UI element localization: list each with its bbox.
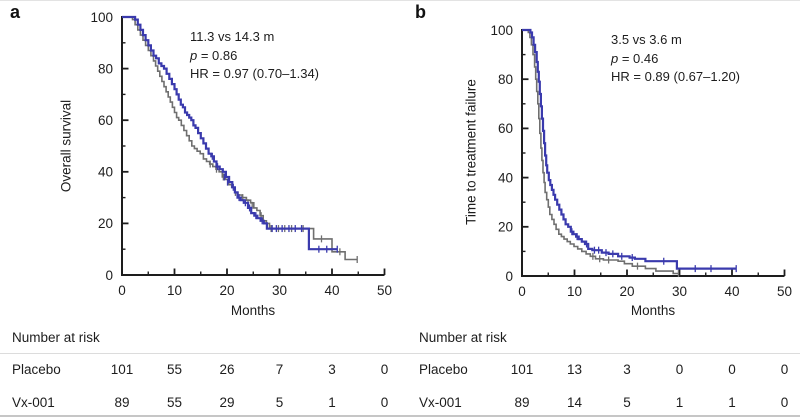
curve-vx-001 [122,15,338,251]
x-tick-label: 40 [324,283,339,298]
y-tick-label: 60 [498,121,513,136]
x-tick-label: 30 [272,283,287,298]
risk-value: 0 [728,362,736,377]
risk-value: 5 [623,395,631,410]
curve-placebo [122,16,358,261]
panel-a-hazard-ratio: HR = 0.97 (0.70–1.34) [190,66,319,81]
risk-value: 55 [166,395,183,410]
x-tick-label: 40 [724,284,739,299]
risk-value: 29 [219,395,235,410]
risk-value: 3 [623,362,631,377]
panel-b: b 0 10 20 30 40 50 0 20 40 60 80 100 Time to treatm… [400,0,800,420]
risk-value: 89 [114,395,130,410]
panel-b-p-symbol: p [611,50,619,66]
panel-b-risk-row-placebo: Placebo [419,362,468,377]
y-tick-label: 60 [98,113,113,128]
panel-a-ylabel: Overall survival [58,99,74,193]
risk-value: 1 [328,395,336,410]
panel-a: a 0 10 20 30 40 50 0 20 40 60 80 100 Overall surviv… [10,2,392,410]
x-tick-label: 50 [777,284,792,299]
panel-b-risk-heading: Number at risk [419,330,507,345]
curve-vx-001 [522,28,737,270]
panel-a-plot: 0 10 20 30 40 50 0 20 40 60 80 100 [90,10,392,298]
risk-value: 7 [275,362,284,377]
x-tick-label: 10 [567,284,582,299]
risk-value: 1 [675,395,684,410]
panel-a-annotation: 11.3 vs 14.3 m p = 0.86 HR = 0.97 (0.70–… [190,28,319,84]
y-tick-label: 0 [505,269,513,284]
risk-value: 101 [110,362,134,377]
risk-value: 0 [780,362,789,377]
risk-value: 1 [728,395,736,410]
risk-value: 14 [566,395,583,410]
x-tick-label: 20 [219,283,234,298]
panel-b-xlabel: Months [630,303,676,318]
y-tick-label: 100 [90,10,113,25]
risk-value: 26 [219,362,235,377]
risk-value: 13 [566,362,583,377]
panel-b-letter: b [415,2,426,22]
panel-a-letter: a [10,2,21,22]
panel-a-medians: 11.3 vs 14.3 m [190,29,275,44]
y-tick-label: 100 [490,23,513,38]
panel-b-risk-row-vx001: Vx-001 [419,395,462,410]
x-tick-label: 0 [118,283,126,298]
risk-value: 55 [166,362,183,377]
y-tick-label: 40 [98,165,113,180]
y-tick-label: 80 [498,72,513,87]
curve-placebo [522,29,679,275]
x-tick-label: 30 [672,284,687,299]
y-tick-label: 0 [105,268,113,283]
bottom-rule [0,415,800,417]
risk-value: 5 [275,395,284,410]
panel-b-hazard-ratio: HR = 0.89 (0.67–1.20) [611,69,740,84]
panel-b-plot: 0 10 20 30 40 50 0 20 40 60 80 100 [490,23,792,299]
panel-a-p-value: = 0.86 [197,47,238,63]
panel-a-risk-row-vx001: Vx-001 [12,395,55,410]
y-tick-label: 20 [498,220,513,235]
x-tick-label: 20 [619,284,634,299]
y-tick-label: 40 [498,170,513,185]
panel-a-p-symbol: p [190,47,198,63]
panel-a-xlabel: Months [230,303,276,318]
y-tick-label: 20 [98,216,113,231]
x-tick-label: 0 [518,284,526,299]
risk-value: 0 [380,362,389,377]
risk-value: 0 [675,362,684,377]
x-tick-label: 10 [167,283,182,298]
x-tick-label: 50 [377,283,392,298]
risk-value: 89 [514,395,530,410]
panel-b-p-value: = 0.46 [618,50,659,66]
risk-value: 0 [780,395,789,410]
risk-value: 3 [328,362,336,377]
y-tick-label: 80 [98,61,113,76]
panel-b-medians: 3.5 vs 3.6 m [611,32,682,47]
risk-value: 101 [510,362,534,377]
panel-a-risk-heading: Number at risk [12,330,100,345]
panel-b-annotation: 3.5 vs 3.6 m p = 0.46 HR = 0.89 (0.67–1.… [611,31,740,87]
risk-value: 0 [380,395,389,410]
risk-table-rule [0,353,800,354]
panel-b-ylabel: Time to treatment failure [463,79,479,225]
panel-a-risk-row-placebo: Placebo [12,362,61,377]
top-rule [0,0,800,1]
